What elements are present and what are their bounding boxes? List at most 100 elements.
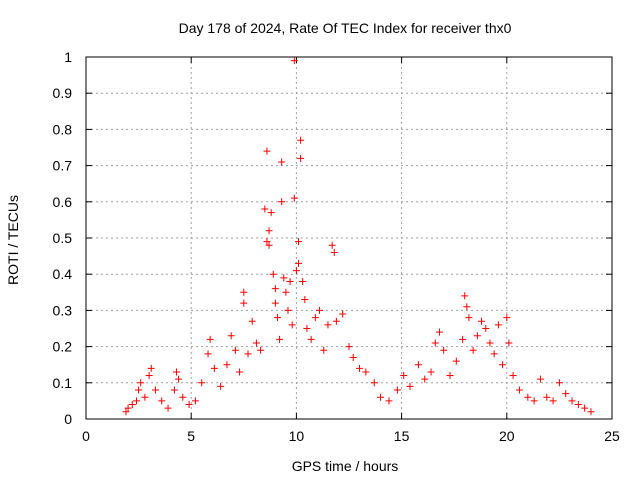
data-point	[446, 372, 454, 380]
data-point	[486, 339, 494, 347]
data-point	[297, 154, 305, 162]
data-point	[303, 325, 311, 332]
y-axis-ticks: 0 0.1 0.2 0.3 0.4 0.5 0.6 0.7 0.8 0.9 1	[53, 49, 612, 427]
data-point	[276, 335, 284, 343]
y-tick-label: 0.7	[53, 158, 73, 174]
y-tick-label: 0.5	[53, 230, 73, 246]
y-tick-label: 0.9	[53, 85, 73, 101]
data-point	[132, 397, 140, 405]
data-point	[349, 353, 357, 361]
data-point	[137, 379, 145, 387]
data-point	[574, 401, 582, 409]
data-point	[191, 397, 199, 405]
data-point	[385, 397, 393, 405]
data-point	[515, 386, 523, 394]
y-tick-label: 0.8	[53, 121, 73, 137]
data-point	[269, 270, 277, 278]
data-point	[198, 379, 206, 387]
data-point	[244, 350, 252, 358]
y-axis-label: ROTI / TECUs	[5, 195, 21, 285]
data-point	[328, 241, 336, 249]
data-point	[332, 317, 340, 325]
x-tick-label: 15	[394, 428, 410, 444]
data-point	[286, 277, 294, 285]
data-point	[265, 241, 273, 249]
data-point	[217, 382, 225, 390]
data-point	[145, 372, 153, 380]
data-point	[290, 57, 298, 65]
grid-lines	[86, 57, 612, 419]
data-point	[499, 361, 507, 369]
data-point	[240, 299, 248, 307]
data-point	[278, 198, 286, 206]
y-tick-label: 0.1	[53, 375, 73, 391]
data-point	[587, 408, 595, 416]
data-point	[307, 335, 315, 343]
data-point	[406, 382, 414, 390]
data-point	[128, 401, 136, 409]
data-point	[147, 364, 155, 372]
data-point	[339, 310, 347, 318]
data-point	[377, 393, 385, 401]
data-point	[122, 408, 130, 416]
data-point	[503, 314, 511, 322]
data-point	[581, 404, 589, 412]
data-point	[295, 238, 303, 246]
data-point	[271, 285, 279, 293]
y-tick-label: 1	[64, 49, 72, 65]
x-tick-label: 0	[82, 428, 90, 444]
data-point	[273, 314, 281, 322]
data-point	[158, 397, 166, 405]
data-point	[440, 346, 448, 354]
chart-title: Day 178 of 2024, Rate Of TEC Index for r…	[179, 20, 512, 36]
data-point	[284, 306, 292, 314]
x-axis-label: GPS time / hours	[292, 458, 399, 474]
data-point	[555, 379, 563, 387]
data-point	[393, 386, 401, 394]
x-axis-ticks: 0 5 10 15 20 25	[82, 57, 620, 444]
data-point	[141, 393, 149, 401]
data-point	[324, 321, 332, 329]
data-point	[478, 317, 486, 325]
data-point	[301, 296, 309, 304]
data-point	[435, 328, 443, 336]
data-point	[280, 274, 288, 282]
x-tick-label: 25	[604, 428, 620, 444]
y-tick-label: 0.3	[53, 302, 73, 318]
x-tick-label: 20	[499, 428, 515, 444]
data-point	[465, 314, 473, 322]
data-point	[431, 339, 439, 347]
data-points	[122, 57, 595, 416]
data-point	[473, 332, 481, 340]
data-point	[210, 364, 218, 372]
data-point	[536, 375, 544, 383]
y-tick-label: 0.2	[53, 339, 73, 355]
data-point	[236, 368, 244, 376]
data-point	[452, 357, 460, 365]
data-point	[421, 375, 429, 383]
data-point	[459, 335, 467, 343]
data-point	[345, 343, 353, 351]
data-point	[362, 368, 370, 376]
data-point	[530, 397, 538, 405]
data-point	[290, 194, 298, 202]
data-point	[299, 277, 307, 285]
data-point	[227, 332, 235, 340]
data-point	[240, 288, 248, 296]
data-point	[206, 335, 214, 343]
data-point	[231, 346, 239, 354]
y-tick-label: 0.6	[53, 194, 73, 210]
data-point	[316, 306, 324, 314]
data-point	[151, 386, 159, 394]
data-point	[263, 147, 271, 155]
x-tick-label: 10	[289, 428, 305, 444]
data-point	[568, 397, 576, 405]
data-point	[124, 404, 132, 412]
data-point	[297, 136, 305, 144]
data-point	[185, 401, 193, 409]
data-point	[356, 364, 364, 372]
data-point	[494, 321, 502, 329]
data-point	[282, 288, 290, 296]
data-point	[427, 368, 435, 376]
